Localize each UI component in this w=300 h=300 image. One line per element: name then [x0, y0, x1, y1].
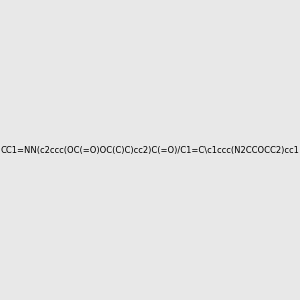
Text: CC1=NN(c2ccc(OC(=O)OC(C)C)cc2)C(=O)/C1=C\c1ccc(N2CCOCC2)cc1: CC1=NN(c2ccc(OC(=O)OC(C)C)cc2)C(=O)/C1=C… [1, 146, 299, 154]
